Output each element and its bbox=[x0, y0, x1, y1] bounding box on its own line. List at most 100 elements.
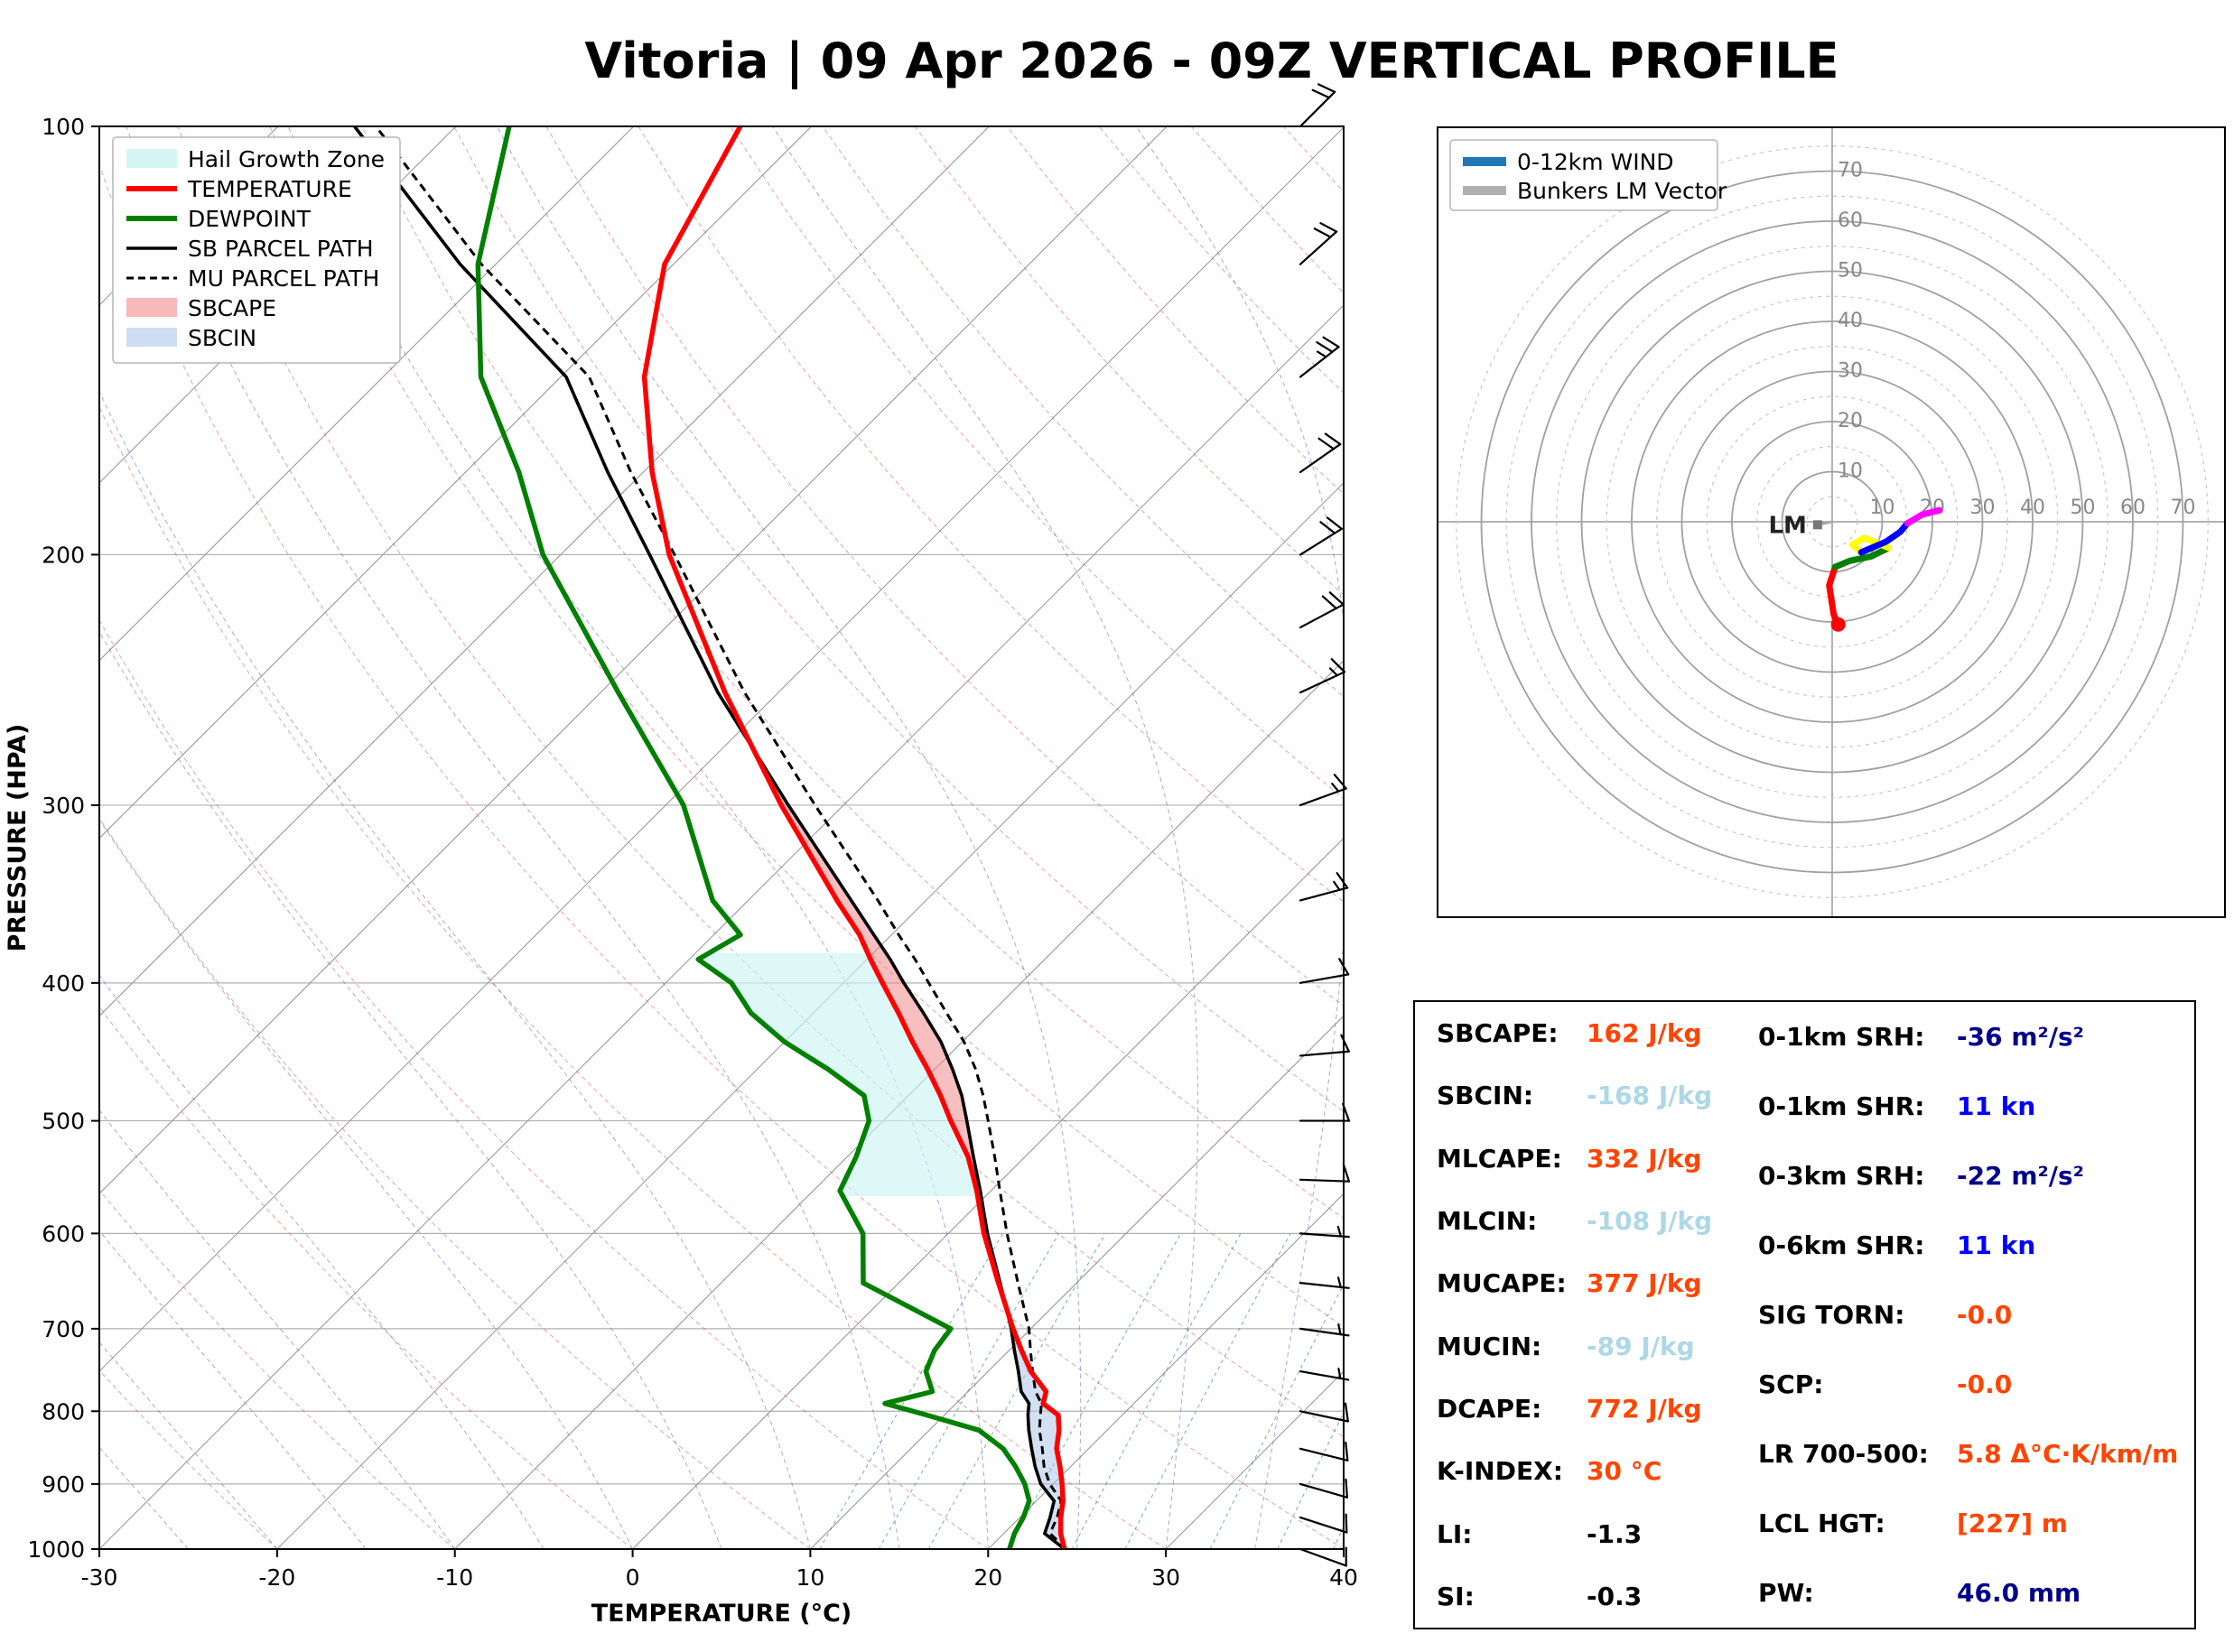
temperature-tick-label: -30 bbox=[81, 1564, 118, 1591]
index-label: SBCIN: bbox=[1437, 1081, 1534, 1111]
hodograph-ring-dashed bbox=[1806, 496, 1858, 548]
legend-label: SB PARCEL PATH bbox=[188, 236, 374, 262]
index-value: 5.8 Δ°C·K/km/m bbox=[1957, 1439, 2179, 1469]
hodograph-ring bbox=[1631, 320, 2034, 723]
index-label: DCAPE: bbox=[1437, 1393, 1542, 1424]
index-value: -0.0 bbox=[1957, 1300, 2013, 1330]
temperature-line bbox=[641, 126, 1067, 1549]
index-value: -89 J/kg bbox=[1587, 1331, 1695, 1361]
ring-label: 50 bbox=[1838, 260, 1863, 283]
wind-barb bbox=[1299, 1410, 1349, 1423]
legend-label: Hail Growth Zone bbox=[188, 146, 385, 172]
temperature-tick-label: 10 bbox=[796, 1564, 825, 1591]
temperature-tick-label: 0 bbox=[626, 1564, 640, 1591]
wind-trace-0-1km bbox=[1826, 563, 1842, 628]
x-axis-label: TEMPERATURE (°C) bbox=[591, 1600, 852, 1628]
index-value: 332 J/kg bbox=[1587, 1143, 1702, 1174]
pressure-tick-label: 700 bbox=[42, 1316, 85, 1342]
hodograph-frame bbox=[1437, 126, 2226, 918]
pressure-tick-label: 100 bbox=[42, 114, 85, 140]
wind-barbs bbox=[1299, 83, 1351, 1567]
legend-swatch bbox=[126, 298, 177, 317]
index-row-mlcape: MLCAPE: 332 J/kg bbox=[1437, 1144, 1744, 1174]
index-label: K-INDEX: bbox=[1437, 1456, 1563, 1487]
legend-label: MU PARCEL PATH bbox=[188, 265, 379, 292]
page-title: Vitoria | 09 Apr 2026 - 09Z VERTICAL PRO… bbox=[584, 32, 1839, 89]
index-row-mucape: MUCAPE: 377 J/kg bbox=[1437, 1268, 1744, 1298]
hodograph-legend: 0-12km WIND Bunkers LM Vector bbox=[1449, 139, 1727, 211]
temperature-tick-label: 30 bbox=[1151, 1564, 1180, 1591]
wind-barb bbox=[1299, 1482, 1349, 1499]
hodograph-ring-dashed bbox=[1456, 145, 2209, 898]
index-row-sig-torn: SIG TORN: -0.0 bbox=[1758, 1300, 2187, 1330]
index-value: 772 J/kg bbox=[1587, 1393, 1702, 1424]
index-row-0-3km-srh: 0-3km SRH: -22 m²/s² bbox=[1758, 1161, 2187, 1191]
wind-barb bbox=[1299, 1178, 1351, 1183]
index-row-0-1km-shr: 0-1km SHR: 11 kn bbox=[1758, 1091, 2187, 1121]
pressure-tick-label: 200 bbox=[42, 542, 85, 568]
index-value: 46.0 mm bbox=[1957, 1578, 2081, 1608]
ring-label: 50 bbox=[2071, 497, 2096, 519]
index-row-dcape: DCAPE: 772 J/kg bbox=[1437, 1394, 1744, 1424]
index-row-0-6km-shr: 0-6km SHR: 11 kn bbox=[1758, 1230, 2187, 1260]
index-row-lcl-hgt: LCL HGT: [227] m bbox=[1758, 1508, 2187, 1538]
hodograph-ring bbox=[1580, 270, 2084, 774]
index-value: -36 m²/s² bbox=[1957, 1022, 2084, 1052]
index-row-sbcin: SBCIN: -168 J/kg bbox=[1437, 1081, 1744, 1110]
wind-trace-1-3km bbox=[1831, 544, 1893, 571]
index-value: [227] m bbox=[1957, 1508, 2068, 1538]
lm-marker-label: LM bbox=[1768, 512, 1806, 539]
index-row-sbcape: SBCAPE: 162 J/kg bbox=[1437, 1018, 1744, 1048]
hodograph-ring-dashed bbox=[1656, 346, 2008, 698]
index-label: PW: bbox=[1758, 1578, 1814, 1608]
index-value: -1.3 bbox=[1587, 1518, 1643, 1549]
pressure-tick-label: 600 bbox=[42, 1220, 85, 1247]
lm-marker bbox=[1812, 520, 1822, 530]
index-value: 11 kn bbox=[1957, 1091, 2036, 1121]
index-label: 0-6km SHR: bbox=[1758, 1230, 1925, 1260]
hodograph-ring-dashed bbox=[1505, 195, 2159, 849]
indices-column-left: SBCAPE: 162 J/kg SBCIN: -168 J/kg MLCAPE: 332… bbox=[1437, 1002, 1744, 1628]
pressure-tick-label: 300 bbox=[42, 793, 85, 819]
pressure-tick-label: 400 bbox=[42, 970, 85, 997]
ring-label: 60 bbox=[2120, 497, 2146, 519]
index-row-pw: PW: 46.0 mm bbox=[1758, 1578, 2187, 1608]
index-value: -0.0 bbox=[1957, 1369, 2013, 1399]
hodograph-ring bbox=[1531, 220, 2134, 823]
ring-label: 30 bbox=[1838, 360, 1863, 383]
index-value: 162 J/kg bbox=[1587, 1018, 1702, 1049]
ring-label: 60 bbox=[1838, 209, 1863, 232]
skewt-legend: Hail Growth Zone TEMPERATURE DEWPOINT SB PA… bbox=[112, 136, 401, 364]
wind-trace-6-9km bbox=[1857, 520, 1911, 556]
legend-swatch bbox=[126, 328, 177, 347]
indices-panel: SBCAPE: 162 J/kg SBCIN: -168 J/kg MLCAPE: 332… bbox=[1413, 1000, 2196, 1629]
wind-barb bbox=[1299, 1516, 1348, 1534]
indices-column-right: 0-1km SRH: -36 m²/s² 0-1km SHR: 11 kn 0-3km … bbox=[1758, 1002, 2187, 1628]
legend-label: DEWPOINT bbox=[188, 206, 312, 232]
index-label: MUCAPE: bbox=[1437, 1268, 1567, 1299]
index-label: LR 700-500: bbox=[1758, 1439, 1929, 1469]
temperature-tick-label: 20 bbox=[973, 1564, 1002, 1591]
index-label: SIG TORN: bbox=[1758, 1300, 1905, 1330]
ring-label: 30 bbox=[1970, 497, 1996, 519]
wind-barb bbox=[1299, 1547, 1347, 1567]
hodograph-ring-dashed bbox=[1606, 295, 2059, 748]
index-label: LCL HGT: bbox=[1758, 1508, 1885, 1538]
index-label: MLCAPE: bbox=[1437, 1143, 1562, 1174]
index-label: LI: bbox=[1437, 1518, 1473, 1549]
index-label: SI: bbox=[1437, 1581, 1475, 1611]
legend-label: SBCAPE bbox=[188, 295, 276, 321]
index-row-si: SI: -0.3 bbox=[1437, 1582, 1744, 1611]
index-label: SCP: bbox=[1758, 1369, 1824, 1399]
index-row-lr-700-500: LR 700-500: 5.8 Δ°C·K/km/m bbox=[1758, 1439, 2187, 1469]
index-row-0-1km-srh: 0-1km SRH: -36 m²/s² bbox=[1758, 1022, 2187, 1052]
y-axis-label: PRESSURE (HPA) bbox=[4, 724, 32, 952]
ring-label: 20 bbox=[1838, 410, 1863, 432]
index-row-scp: SCP: -0.0 bbox=[1758, 1369, 2187, 1399]
